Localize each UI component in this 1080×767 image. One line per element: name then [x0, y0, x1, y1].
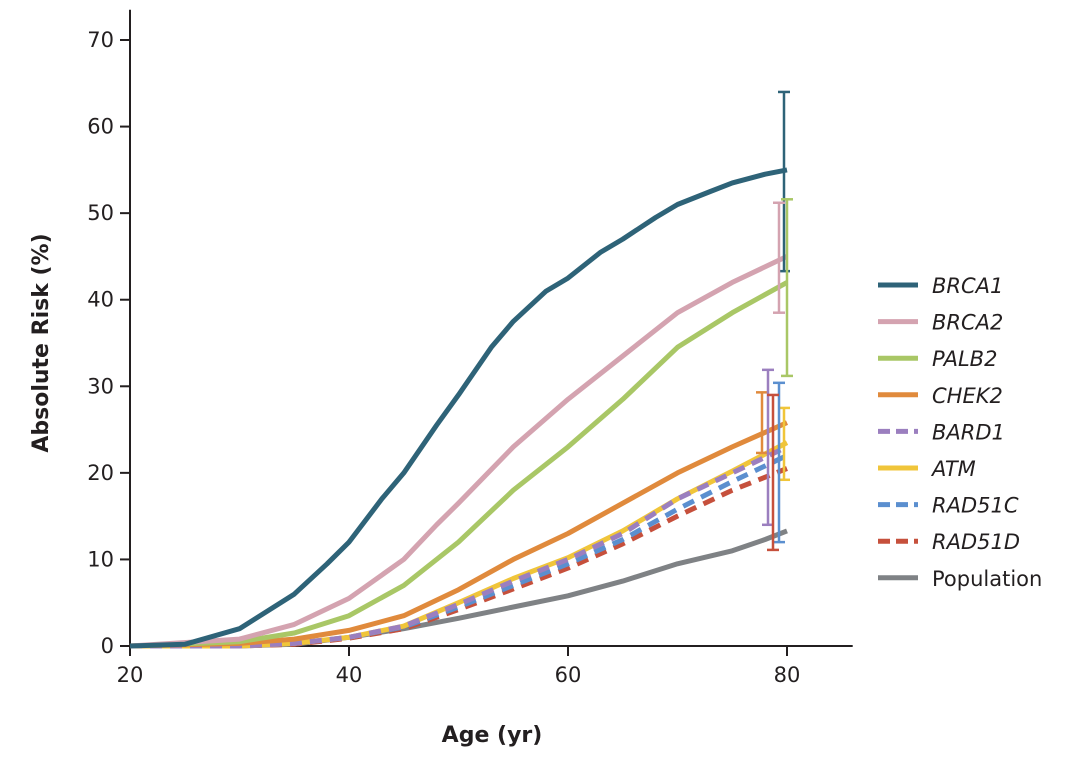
series-line-rad51d — [130, 466, 788, 649]
series-line-palb2 — [129, 280, 789, 649]
y-tick-label: 70 — [87, 28, 114, 52]
error-bars — [756, 90, 793, 552]
legend-label-atm: ATM — [930, 457, 976, 481]
legend-label-chek2: CHEK2 — [932, 384, 1003, 408]
x-tick-label: 40 — [336, 663, 363, 687]
legend: BRCA1 BRCA2 PALB2 CHEK2 BARD1 ATM RAD51C RAD51D… — [878, 274, 1042, 591]
series-lines — [129, 167, 789, 649]
y-tick-label: 10 — [87, 547, 114, 571]
x-axis-title: Age (yr) — [442, 723, 543, 748]
y-tick-label: 60 — [87, 115, 114, 139]
x-tick-label: 20 — [117, 663, 144, 687]
legend-label-brca1: BRCA1 — [932, 274, 1003, 298]
x-tick-label: 60 — [555, 663, 582, 687]
y-tick-label: 50 — [87, 201, 114, 225]
y-tick-label: 0 — [101, 634, 114, 658]
series-line-rad51c — [130, 453, 789, 649]
y-tick-label: 40 — [87, 288, 114, 312]
legend-label-brca2: BRCA2 — [932, 311, 1003, 335]
y-tick-label: 20 — [87, 461, 114, 485]
series-line-brca1 — [129, 167, 788, 649]
legend-label-population: Population — [932, 567, 1042, 591]
legend-label-rad51c: RAD51C — [932, 494, 1019, 518]
legend-label-palb2: PALB2 — [932, 347, 997, 371]
series-line-chek2 — [129, 420, 789, 649]
legend-label-bard1: BARD1 — [932, 420, 1005, 444]
series-line-brca2 — [129, 254, 789, 649]
y-tick-label: 30 — [87, 374, 114, 398]
x-tick-label: 80 — [774, 663, 801, 687]
legend-label-rad51d: RAD51D — [932, 530, 1020, 554]
series-line-bard1 — [130, 444, 789, 649]
y-axis-title: Absolute Risk (%) — [29, 233, 54, 452]
